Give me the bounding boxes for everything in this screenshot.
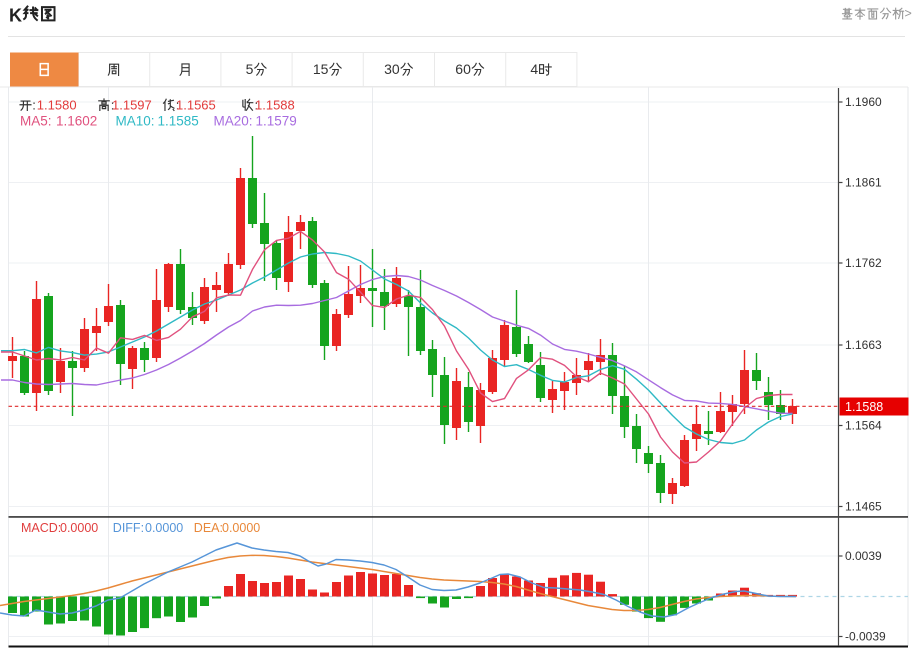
svg-text:1.1564: 1.1564 [845, 419, 882, 433]
svg-text:MA5: 1.1602: MA5: 1.1602 [20, 114, 97, 129]
svg-text:0.0039: 0.0039 [845, 549, 882, 563]
svg-text:60: 60 [455, 61, 471, 77]
svg-text:30: 30 [384, 61, 400, 77]
svg-text:MACD:0.0000: MACD:0.0000 [21, 521, 98, 535]
svg-text:5: 5 [246, 61, 254, 77]
svg-text:MA10: 1.1585: MA10: 1.1585 [116, 114, 199, 129]
svg-text:>: > [905, 7, 912, 21]
svg-text:1.1861: 1.1861 [845, 176, 882, 190]
svg-text:1.1465: 1.1465 [845, 500, 882, 514]
svg-text::: : [32, 97, 36, 112]
svg-text:1.1960: 1.1960 [845, 95, 882, 109]
svg-text:1.1565: 1.1565 [176, 97, 216, 112]
svg-text:-0.0039: -0.0039 [845, 630, 886, 644]
svg-text::: : [111, 97, 115, 112]
svg-text:DIFF:0.0000: DIFF:0.0000 [113, 521, 183, 535]
svg-text:1.1597: 1.1597 [112, 97, 152, 112]
svg-text::: : [255, 97, 259, 112]
svg-text:1.1762: 1.1762 [845, 256, 882, 270]
svg-text:1.1663: 1.1663 [845, 338, 882, 352]
svg-text:MA20: 1.1579: MA20: 1.1579 [214, 114, 297, 129]
svg-text:1.1588: 1.1588 [255, 97, 295, 112]
svg-text:1.1580: 1.1580 [37, 97, 77, 112]
svg-text:DEA:0.0000: DEA:0.0000 [194, 521, 260, 535]
svg-text:1.1588: 1.1588 [845, 400, 883, 414]
svg-text:K: K [9, 6, 22, 26]
svg-text:15: 15 [313, 61, 329, 77]
svg-text::: : [176, 97, 180, 112]
svg-text:4: 4 [530, 61, 538, 77]
